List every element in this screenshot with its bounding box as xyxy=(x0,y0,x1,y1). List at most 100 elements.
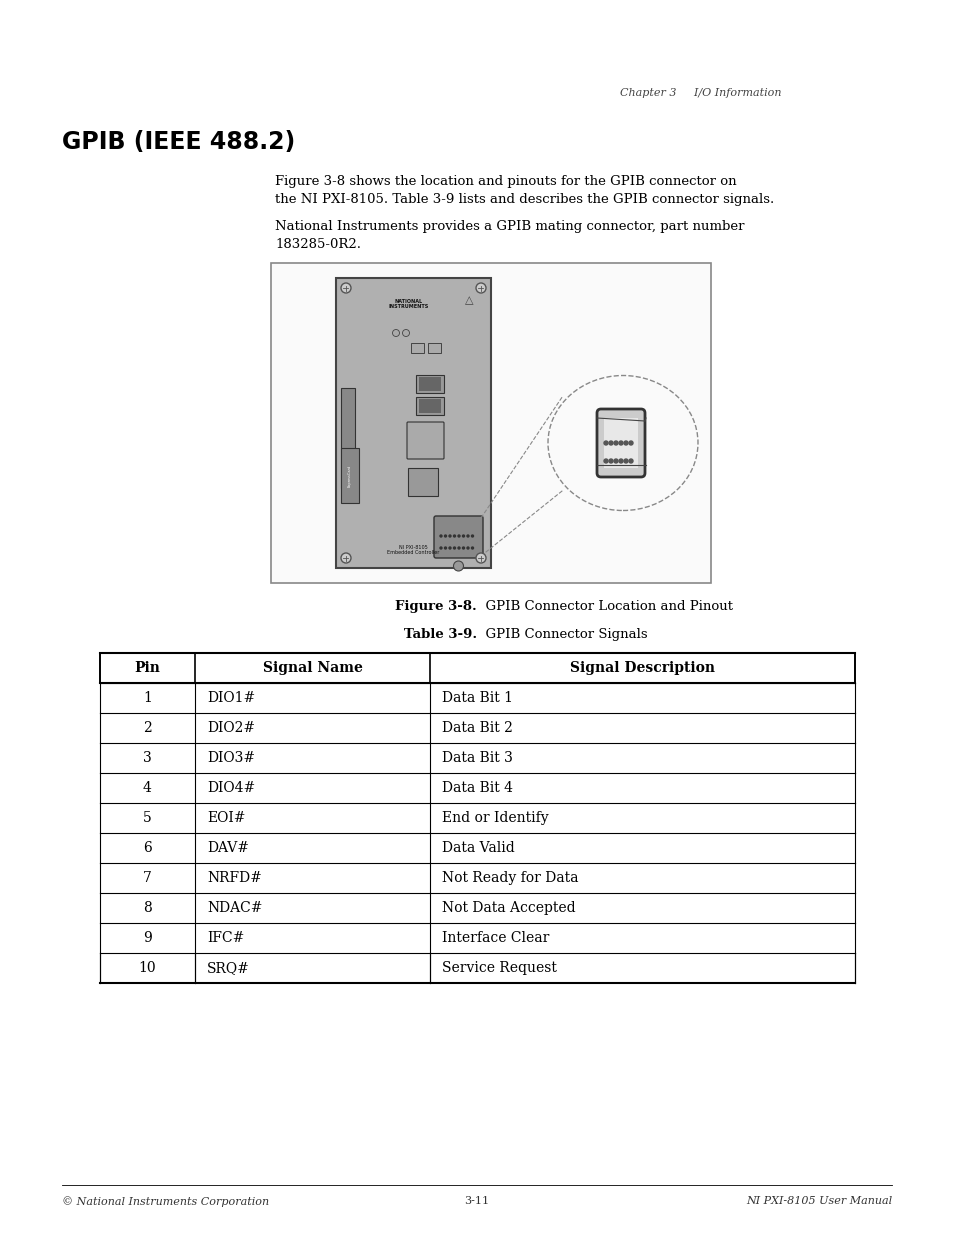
Text: NATIONAL
INSTRUMENTS: NATIONAL INSTRUMENTS xyxy=(388,299,428,310)
Circle shape xyxy=(453,535,455,537)
Text: NI PXI-8105 User Manual: NI PXI-8105 User Manual xyxy=(745,1195,891,1207)
Bar xyxy=(100,953,854,983)
Bar xyxy=(100,832,854,863)
Circle shape xyxy=(449,535,451,537)
Bar xyxy=(100,713,854,743)
Text: © National Instruments Corporation: © National Instruments Corporation xyxy=(62,1195,269,1207)
Text: Table 3-9.: Table 3-9. xyxy=(403,629,476,641)
Text: National Instruments provides a GPIB mating connector, part number: National Instruments provides a GPIB mat… xyxy=(274,220,743,233)
Bar xyxy=(418,399,440,412)
Bar xyxy=(271,263,710,583)
Ellipse shape xyxy=(547,375,698,510)
Bar xyxy=(428,343,440,353)
Text: 9: 9 xyxy=(143,931,152,945)
Text: Pin: Pin xyxy=(134,661,160,676)
FancyBboxPatch shape xyxy=(407,422,443,459)
Bar xyxy=(416,396,443,415)
Circle shape xyxy=(392,330,399,336)
Text: EOI#: EOI# xyxy=(207,811,245,825)
Circle shape xyxy=(628,441,633,445)
Circle shape xyxy=(457,547,459,550)
FancyBboxPatch shape xyxy=(597,409,644,477)
Bar xyxy=(411,343,423,353)
Text: Signal Name: Signal Name xyxy=(262,661,362,676)
Circle shape xyxy=(439,535,441,537)
Text: NRFD#: NRFD# xyxy=(207,871,262,885)
Text: Service Request: Service Request xyxy=(441,961,557,974)
Text: 10: 10 xyxy=(138,961,156,974)
Bar xyxy=(340,448,358,503)
Circle shape xyxy=(603,459,607,463)
Text: DIO2#: DIO2# xyxy=(207,721,254,735)
Circle shape xyxy=(402,330,409,336)
Circle shape xyxy=(614,441,618,445)
Circle shape xyxy=(462,547,464,550)
Text: 4: 4 xyxy=(143,781,152,795)
Text: 2: 2 xyxy=(143,721,152,735)
Circle shape xyxy=(623,441,627,445)
Text: Interface Clear: Interface Clear xyxy=(441,931,549,945)
Circle shape xyxy=(608,459,613,463)
Text: Signal Description: Signal Description xyxy=(569,661,714,676)
Text: End or Identify: End or Identify xyxy=(441,811,548,825)
FancyBboxPatch shape xyxy=(603,417,638,468)
Circle shape xyxy=(449,547,451,550)
Bar xyxy=(335,278,491,568)
Circle shape xyxy=(603,441,607,445)
Text: DIO3#: DIO3# xyxy=(207,751,254,764)
Text: NDAC#: NDAC# xyxy=(207,902,262,915)
Text: Data Valid: Data Valid xyxy=(441,841,515,855)
Circle shape xyxy=(439,547,441,550)
Text: the NI PXI-8105. Table 3-9 lists and describes the GPIB connector signals.: the NI PXI-8105. Table 3-9 lists and des… xyxy=(274,193,774,206)
Circle shape xyxy=(623,459,627,463)
Text: Data Bit 1: Data Bit 1 xyxy=(441,692,513,705)
Bar xyxy=(418,377,440,391)
Bar xyxy=(354,293,473,315)
Text: GPIB (IEEE 488.2): GPIB (IEEE 488.2) xyxy=(62,130,294,154)
Bar xyxy=(100,893,854,923)
Text: DIO1#: DIO1# xyxy=(207,692,255,705)
Text: 3-11: 3-11 xyxy=(464,1195,489,1207)
Text: DAV#: DAV# xyxy=(207,841,249,855)
Circle shape xyxy=(340,283,351,293)
Circle shape xyxy=(471,535,473,537)
Text: 5: 5 xyxy=(143,811,152,825)
Text: GPIB Connector Signals: GPIB Connector Signals xyxy=(476,629,647,641)
Bar xyxy=(100,773,854,803)
Circle shape xyxy=(618,459,622,463)
Bar xyxy=(340,388,355,488)
Circle shape xyxy=(444,547,446,550)
Bar xyxy=(416,375,443,393)
Circle shape xyxy=(476,553,485,563)
Bar xyxy=(100,803,854,832)
Text: Chapter 3     I/O Information: Chapter 3 I/O Information xyxy=(619,88,781,98)
FancyBboxPatch shape xyxy=(434,516,482,558)
Text: Data Bit 3: Data Bit 3 xyxy=(441,751,513,764)
Circle shape xyxy=(618,441,622,445)
Text: 8: 8 xyxy=(143,902,152,915)
Text: Not Data Accepted: Not Data Accepted xyxy=(441,902,575,915)
Text: Not Ready for Data: Not Ready for Data xyxy=(441,871,578,885)
Text: ExpressCard: ExpressCard xyxy=(348,464,352,487)
Text: SRQ#: SRQ# xyxy=(207,961,250,974)
Text: Data Bit 2: Data Bit 2 xyxy=(441,721,513,735)
Text: Figure 3-8.: Figure 3-8. xyxy=(395,600,476,613)
Circle shape xyxy=(462,535,464,537)
Text: IFC#: IFC# xyxy=(207,931,244,945)
Text: Figure 3-8 shows the location and pinouts for the GPIB connector on: Figure 3-8 shows the location and pinout… xyxy=(274,175,736,188)
Circle shape xyxy=(457,535,459,537)
Text: 25: 25 xyxy=(647,411,663,425)
Text: △: △ xyxy=(464,295,473,305)
Circle shape xyxy=(467,547,469,550)
Bar xyxy=(100,743,854,773)
Circle shape xyxy=(614,459,618,463)
Text: 7: 7 xyxy=(143,871,152,885)
Text: NI PXI-8105
Embedded Controller: NI PXI-8105 Embedded Controller xyxy=(387,545,439,556)
Text: 1: 1 xyxy=(143,692,152,705)
Circle shape xyxy=(453,561,463,571)
Text: 183285-0R2.: 183285-0R2. xyxy=(274,238,360,251)
Text: GPIB Connector Location and Pinout: GPIB Connector Location and Pinout xyxy=(476,600,732,613)
Circle shape xyxy=(608,441,613,445)
Text: 3: 3 xyxy=(143,751,152,764)
Text: GPIB: GPIB xyxy=(586,485,618,498)
